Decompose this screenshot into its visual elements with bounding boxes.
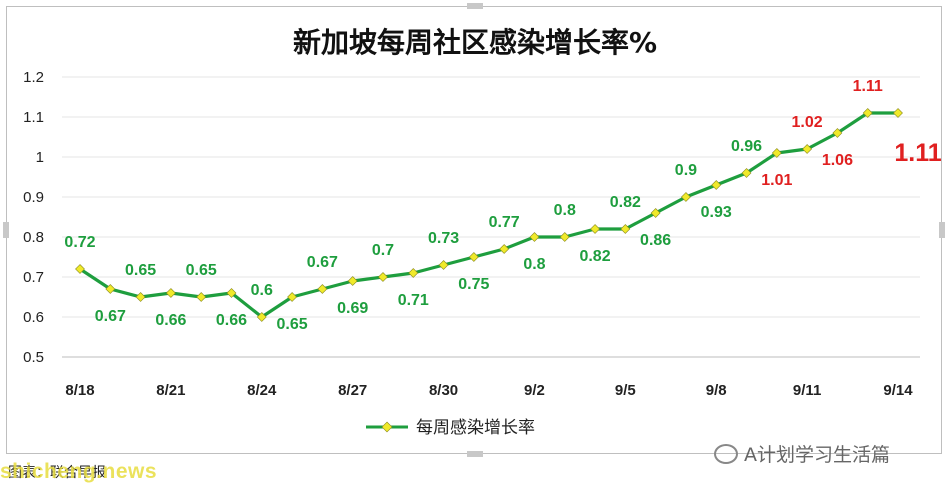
data-point-marker	[165, 288, 176, 298]
data-label: 0.8	[523, 256, 545, 273]
y-tick-label: 0.9	[23, 189, 44, 206]
data-label: 0.72	[64, 234, 95, 251]
x-axis-ticks: 8/18 8/21 8/24 8/27 8/30 9/2 9/5 9/8 9/11 9/14	[65, 382, 913, 399]
data-label: 0.71	[398, 292, 429, 309]
data-point-marker	[681, 192, 691, 202]
legend-marker-icon	[381, 421, 393, 433]
y-tick-label: 1	[36, 149, 44, 166]
data-label: 0.75	[458, 276, 489, 293]
x-tick-label: 9/11	[793, 382, 821, 399]
y-tick-label: 1.1	[23, 109, 44, 126]
legend: 每周感染增长率	[366, 418, 535, 438]
data-label: 0.65	[277, 316, 308, 333]
legend-label: 每周感染增长率	[416, 418, 535, 438]
data-labels: 0.720.670.650.660.650.660.60.650.670.690…	[64, 78, 883, 333]
data-point-marker	[620, 224, 631, 234]
frame-handle-top	[467, 3, 483, 9]
data-label: 0.73	[428, 230, 459, 247]
data-label: 0.66	[155, 312, 186, 329]
data-label: 0.66	[216, 312, 247, 329]
x-tick-label: 8/24	[247, 382, 277, 399]
data-point-marker	[832, 128, 843, 138]
data-point-marker	[196, 292, 207, 302]
x-tick-label: 8/30	[429, 382, 458, 399]
x-tick-label: 8/18	[65, 382, 94, 399]
data-label: 0.82	[610, 194, 641, 211]
x-tick-label: 9/14	[883, 382, 913, 399]
data-label: 0.67	[95, 308, 126, 325]
data-point-marker	[862, 108, 873, 118]
data-point-marker	[378, 272, 388, 282]
data-point-marker	[468, 252, 479, 262]
data-label: 1.01	[761, 172, 792, 189]
data-label: 0.65	[186, 262, 217, 279]
data-label: 0.65	[125, 262, 156, 279]
data-label: 0.67	[307, 254, 338, 271]
data-point-marker	[226, 288, 237, 298]
data-label: 1.06	[822, 152, 853, 169]
wechat-icon	[714, 443, 738, 464]
data-point-marker	[741, 168, 752, 178]
data-label: 0.6	[251, 282, 273, 299]
data-label: 0.8	[554, 202, 576, 219]
series-markers	[75, 108, 903, 322]
data-point-marker	[135, 292, 146, 302]
data-point-marker	[529, 232, 540, 242]
y-tick-label: 1.2	[23, 69, 44, 86]
x-tick-label: 8/27	[338, 382, 367, 399]
data-point-marker	[711, 180, 722, 190]
frame-handle-bottom	[467, 451, 483, 457]
x-tick-label: 9/2	[524, 382, 545, 399]
data-label: 0.96	[731, 138, 762, 155]
wechat-account-name: A计划学习生活篇	[744, 444, 890, 466]
data-point-marker	[75, 264, 85, 274]
grid	[62, 76, 920, 358]
data-point-marker	[287, 292, 297, 302]
wechat-account: A计划学习生活篇	[714, 440, 890, 467]
data-point-marker	[256, 312, 267, 322]
y-tick-label: 0.8	[23, 229, 44, 246]
data-point-marker	[105, 284, 116, 294]
data-point-marker	[438, 260, 449, 270]
data-point-marker	[347, 276, 358, 286]
y-axis-ticks: 0.5 0.6 0.7 0.8 0.9 1 1.1 1.2	[23, 69, 44, 366]
data-point-marker	[802, 144, 813, 154]
data-label: 0.77	[489, 214, 520, 231]
data-label: 1.11	[853, 78, 883, 95]
data-label: 0.86	[640, 232, 671, 249]
data-label: 0.9	[675, 162, 697, 179]
data-point-marker	[771, 148, 782, 158]
x-tick-label: 9/8	[706, 382, 727, 399]
data-label: 0.7	[372, 242, 394, 259]
y-tick-label: 0.6	[23, 309, 44, 326]
watermark: shicheng.news	[0, 460, 158, 483]
data-label: 0.93	[701, 204, 732, 221]
data-point-marker	[499, 244, 510, 254]
y-tick-label: 0.5	[23, 349, 44, 366]
data-point-marker	[650, 208, 661, 218]
x-tick-label: 9/5	[615, 382, 636, 399]
data-point-marker	[893, 108, 903, 118]
y-tick-label: 0.7	[23, 269, 44, 286]
data-point-marker	[317, 284, 328, 294]
data-point-marker	[408, 268, 419, 278]
x-tick-label: 8/21	[156, 382, 185, 399]
frame-handle-left	[3, 222, 9, 238]
series-line	[79, 111, 898, 319]
chart-source: 图表：联合早报	[8, 465, 106, 481]
data-point-marker	[559, 232, 570, 242]
chart-title: 新加坡每周社区感染增长率%	[293, 26, 657, 59]
data-label: 0.69	[337, 300, 368, 317]
data-point-marker	[590, 224, 600, 234]
frame-handle-right	[939, 222, 945, 238]
highlight-value: 1.11	[894, 139, 941, 167]
data-label: 1.02	[792, 114, 823, 131]
data-label: 0.82	[579, 248, 610, 265]
